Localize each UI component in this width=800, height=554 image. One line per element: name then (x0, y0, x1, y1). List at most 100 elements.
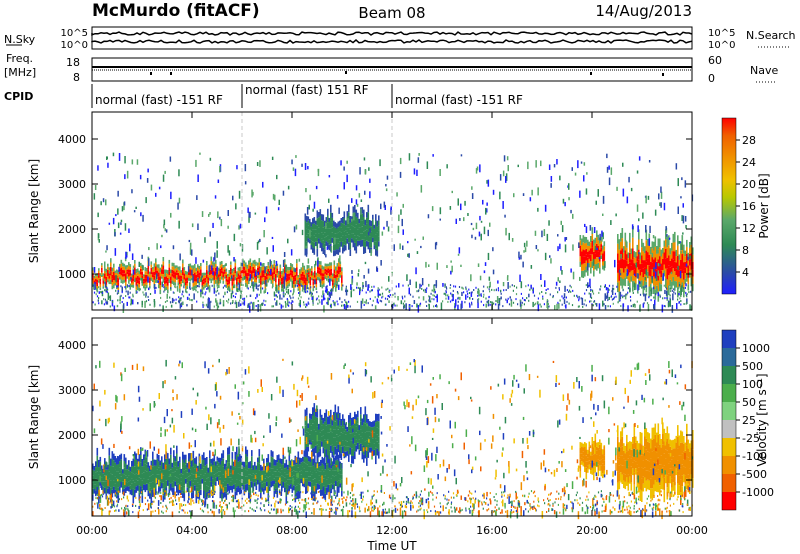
near-range-echo (671, 289, 673, 292)
echo-cell (594, 440, 597, 447)
near-range-echo (224, 284, 226, 287)
echo-cell (623, 246, 625, 253)
near-range-echo (604, 285, 606, 288)
near-range-echo (462, 287, 464, 290)
echo-cell (171, 276, 174, 281)
echo-cell (170, 447, 172, 455)
echo-cell (144, 485, 147, 493)
echo-cell (192, 450, 195, 459)
near-range-echo (371, 285, 373, 288)
echo-cell (276, 462, 279, 470)
echo-cell (315, 237, 317, 242)
scatter-echo (220, 219, 223, 227)
echo-cell (95, 478, 97, 485)
echo-cell (294, 274, 297, 278)
echo-cell (126, 267, 129, 270)
echo-cell (309, 434, 311, 440)
scatter-echo (498, 298, 501, 301)
echo-cell (318, 267, 321, 271)
echo-cell (352, 440, 355, 449)
echo-cell (129, 269, 132, 273)
echo-cell (275, 460, 277, 466)
near-range-echo (290, 297, 292, 300)
echo-cell (327, 484, 330, 493)
echo-cell (174, 282, 177, 286)
echo-cell (293, 465, 295, 471)
echo-cell (638, 467, 640, 476)
echo-cell (99, 276, 102, 279)
scatter-echo (287, 288, 290, 295)
echo-cell (668, 245, 670, 256)
echo-cell (192, 265, 195, 270)
scatter-echo (606, 153, 608, 159)
echo-cell (182, 271, 184, 276)
echo-cell (306, 423, 308, 432)
echo-cell (343, 238, 346, 245)
echo-cell (336, 426, 338, 435)
scatter-echo (602, 300, 604, 307)
echo-cell (372, 219, 374, 224)
near-range-echo (457, 297, 459, 300)
echo-cell (327, 477, 330, 485)
scatter-echo (397, 296, 399, 300)
echo-cell (641, 478, 643, 491)
scatter-echo (559, 280, 561, 283)
near-range-echo (136, 284, 138, 287)
echo-cell (120, 279, 123, 284)
echo-cell (120, 259, 123, 264)
echo-cell (152, 272, 154, 275)
near-range-echo (345, 285, 347, 288)
echo-cell (266, 462, 268, 468)
echo-cell (372, 223, 374, 229)
echo-cell (297, 483, 300, 491)
scatter-echo (680, 196, 682, 199)
echo-cell (630, 265, 633, 271)
echo-cell (251, 278, 253, 283)
echo-cell (261, 466, 264, 471)
echo-cell (222, 274, 225, 278)
echo-cell (117, 278, 120, 283)
echo-cell (318, 274, 321, 278)
echo-cell (336, 419, 338, 427)
echo-cell (219, 457, 222, 465)
echo-cell (351, 216, 353, 221)
echo-cell (303, 279, 306, 284)
scatter-echo (315, 260, 317, 266)
echo-cell (161, 264, 163, 267)
echo-cell (335, 460, 337, 466)
echo-cell (632, 226, 634, 238)
echo-cell (164, 269, 166, 274)
near-range-echo (591, 289, 594, 292)
echo-cell (200, 272, 202, 276)
echo-cell (126, 269, 129, 272)
echo-cell (284, 266, 286, 270)
echo-cell (234, 451, 237, 460)
near-range-echo (664, 297, 666, 300)
echo-cell (266, 266, 268, 270)
scatter-echo (305, 188, 307, 193)
scatter-echo (179, 303, 182, 309)
echo-cell (662, 444, 664, 456)
echo-cell (269, 266, 271, 269)
echo-cell (260, 470, 262, 477)
echo-cell (372, 421, 374, 428)
echo-cell (336, 244, 338, 250)
echo-cell (364, 406, 367, 416)
near-range-echo (106, 287, 108, 290)
echo-cell (318, 222, 320, 228)
colorbar-tick-label: 8 (742, 244, 749, 257)
echo-cell (600, 247, 603, 252)
echo-cell (248, 276, 250, 281)
near-range-echo (336, 284, 338, 287)
echo-cell (584, 236, 586, 244)
near-range-echo (297, 297, 300, 300)
echo-cell (343, 438, 346, 446)
echo-cell (152, 279, 154, 283)
echo-cell (108, 447, 111, 456)
echo-cell (108, 267, 111, 271)
near-range-echo (678, 293, 680, 296)
scatter-echo (608, 165, 610, 170)
echo-cell (203, 272, 205, 276)
echo-cell (632, 456, 634, 463)
echo-cell (258, 270, 261, 275)
